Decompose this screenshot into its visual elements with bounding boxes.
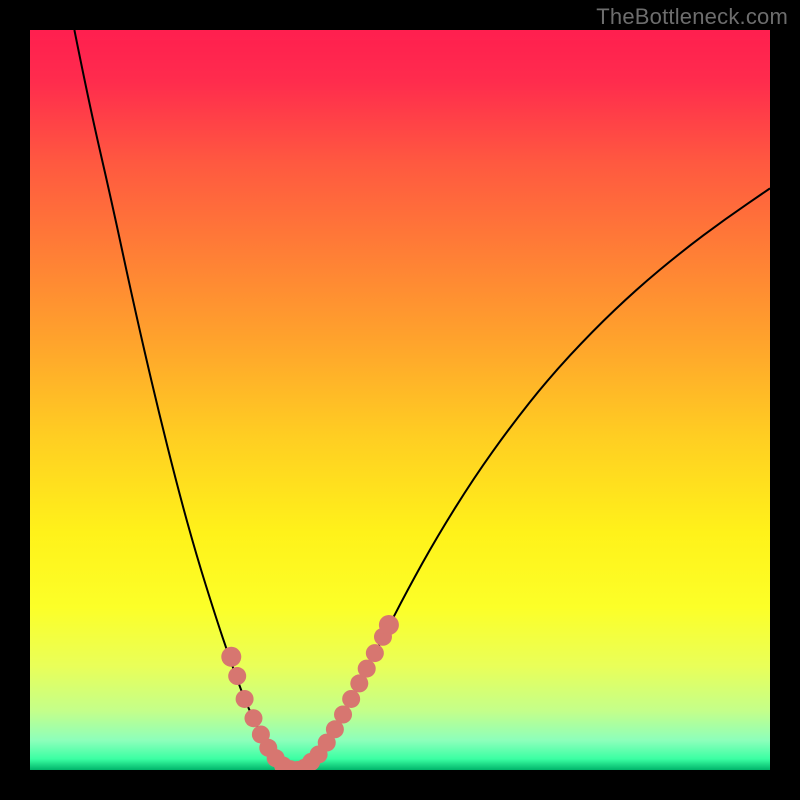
gradient-background [30,30,770,770]
data-dot-endcap [379,615,399,635]
plot-svg [30,30,770,770]
data-dot [236,690,254,708]
data-dot [342,690,360,708]
data-dot-endcap [221,647,241,667]
plot-area [30,30,770,770]
data-dot [244,709,262,727]
data-dot [366,644,384,662]
data-dot [228,667,246,685]
watermark-label: TheBottleneck.com [596,4,788,30]
data-dot [358,660,376,678]
data-dot [334,706,352,724]
